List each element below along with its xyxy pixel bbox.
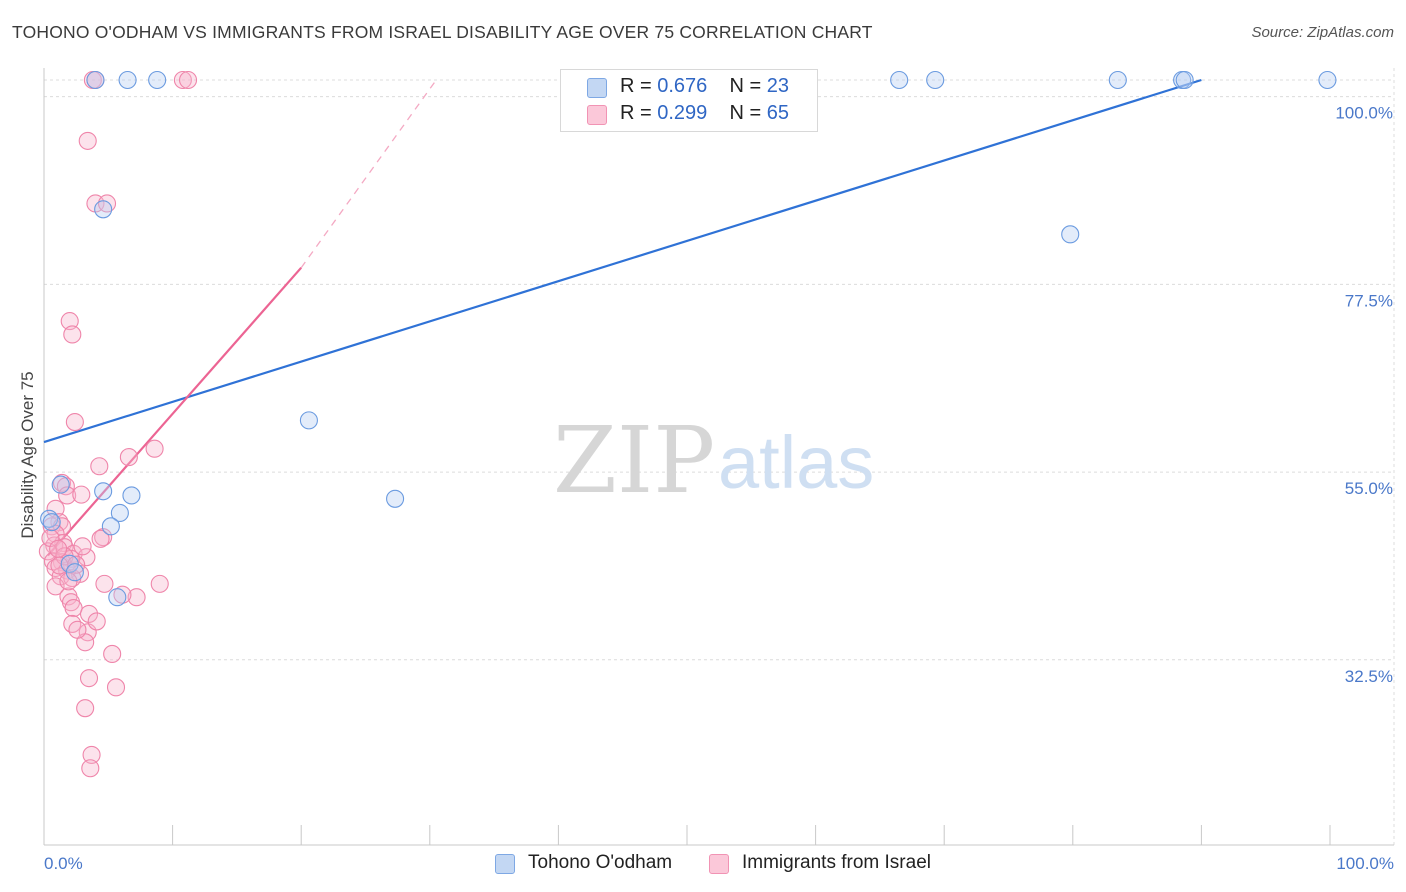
- israel-point-3: [178, 70, 198, 90]
- israel-point-7: [60, 312, 79, 331]
- tohono-point-15: [51, 475, 70, 494]
- trendline-israel: [47, 266, 303, 557]
- y-tick-label-1: 77.5%: [1345, 291, 1393, 310]
- tohono-point-8: [1318, 70, 1337, 90]
- y-tick-label-3: 32.5%: [1345, 667, 1393, 686]
- watermark-atlas: atlas: [718, 421, 874, 504]
- israel-point-9: [65, 412, 84, 432]
- tohono-point-1: [118, 70, 137, 90]
- chart-title: TOHONO O'ODHAM VS IMMIGRANTS FROM ISRAEL…: [12, 22, 873, 42]
- israel-point-4: [78, 131, 97, 150]
- israel-point-17: [46, 499, 65, 518]
- bottom-swatch-tohono: [495, 854, 515, 874]
- x-tick-label-1: 100.0%: [1336, 854, 1394, 873]
- legend-swatch-israel: [587, 105, 607, 125]
- trendline-israel-extension: [300, 79, 437, 269]
- tohono-point-0: [86, 70, 105, 90]
- israel-point-44: [64, 599, 83, 618]
- israel-point-40: [150, 574, 169, 593]
- tick-label-layer: 100.0% 77.5% 55.0% 32.5% 0.0% 100.0%: [44, 104, 1394, 873]
- israel-point-56: [68, 620, 87, 639]
- tohono-point-19: [101, 517, 120, 536]
- israel-point-12: [145, 439, 164, 458]
- tohono-point-14: [42, 513, 61, 532]
- tohono-point-17: [122, 486, 141, 505]
- y-tick-label-2: 55.0%: [1345, 479, 1393, 498]
- israel-point-61: [73, 537, 92, 556]
- bottom-swatch-israel: [709, 854, 729, 874]
- axes-layer: [43, 68, 1394, 846]
- israel-point-27: [38, 542, 57, 561]
- points-layer: [38, 70, 1337, 778]
- israel-point-26: [55, 538, 74, 557]
- legend-r-label-2: R =: [620, 102, 658, 124]
- legend-n-label-2: N =: [729, 102, 767, 124]
- y-tick-label-0: 100.0%: [1335, 104, 1393, 123]
- x-tick-label-0: 0.0%: [44, 854, 83, 873]
- tohono-point-3: [890, 70, 909, 90]
- israel-point-54: [82, 745, 101, 764]
- tohono-point-7: [1175, 70, 1194, 90]
- tohono-point-9: [94, 200, 113, 219]
- legend-n-value-2: 65: [766, 102, 790, 124]
- legend-n-label-1: N =: [729, 75, 767, 97]
- trendline-layer: [43, 78, 1202, 557]
- israel-point-48: [87, 612, 106, 631]
- watermark-zip: ZIP: [553, 407, 715, 514]
- legend-swatch-tohono: [587, 78, 607, 98]
- israel-point-59: [49, 539, 68, 558]
- israel-point-8: [63, 325, 82, 344]
- israel-point-15: [58, 486, 77, 505]
- correlation-legend: R = 0.676 N = 23 R = 0.299 N = 65: [560, 69, 818, 132]
- tohono-point-16: [94, 482, 113, 501]
- legend-r-label-1: R =: [620, 75, 658, 97]
- israel-point-10: [90, 457, 109, 476]
- tohono-point-10: [1061, 225, 1080, 244]
- tohono-point-5: [1108, 70, 1127, 90]
- israel-point-23: [91, 529, 110, 548]
- israel-point-55: [81, 759, 100, 778]
- source-label: Source: ZipAtlas.com: [1251, 24, 1394, 41]
- trendline-tohono: [43, 78, 1202, 444]
- israel-point-39: [95, 574, 114, 593]
- y-axis-label: Disability Age Over 75: [18, 371, 37, 538]
- bottom-legend-label-israel: Immigrants from Israel: [742, 852, 931, 873]
- israel-point-53: [76, 699, 95, 718]
- watermark: ZIP atlas: [553, 407, 874, 514]
- tohono-point-4: [926, 70, 945, 90]
- israel-point-16: [72, 485, 91, 504]
- tohono-point-22: [108, 588, 127, 607]
- israel-point-2: [173, 70, 192, 90]
- legend-r-value-2: 0.299: [657, 102, 708, 124]
- israel-point-45: [79, 604, 99, 623]
- legend-r-value-1: 0.676: [657, 75, 708, 97]
- tohono-point-18: [110, 503, 129, 523]
- israel-point-11: [119, 448, 138, 467]
- israel-point-50: [103, 644, 122, 664]
- tohono-point-2: [148, 70, 167, 90]
- legend-n-value-1: 23: [766, 75, 790, 97]
- israel-point-46: [63, 614, 82, 633]
- tohono-point-13: [40, 509, 59, 528]
- israel-point-29: [77, 548, 96, 567]
- tohono-point-11: [299, 411, 318, 430]
- tohono-point-12: [386, 489, 405, 508]
- bottom-legend-label-tohono: Tohono O'odham: [528, 852, 673, 873]
- israel-point-51: [79, 669, 99, 688]
- israel-point-63: [113, 585, 132, 604]
- israel-point-52: [106, 678, 126, 697]
- tohono-point-21: [65, 563, 84, 582]
- israel-point-43: [127, 588, 146, 607]
- israel-point-62: [59, 572, 78, 591]
